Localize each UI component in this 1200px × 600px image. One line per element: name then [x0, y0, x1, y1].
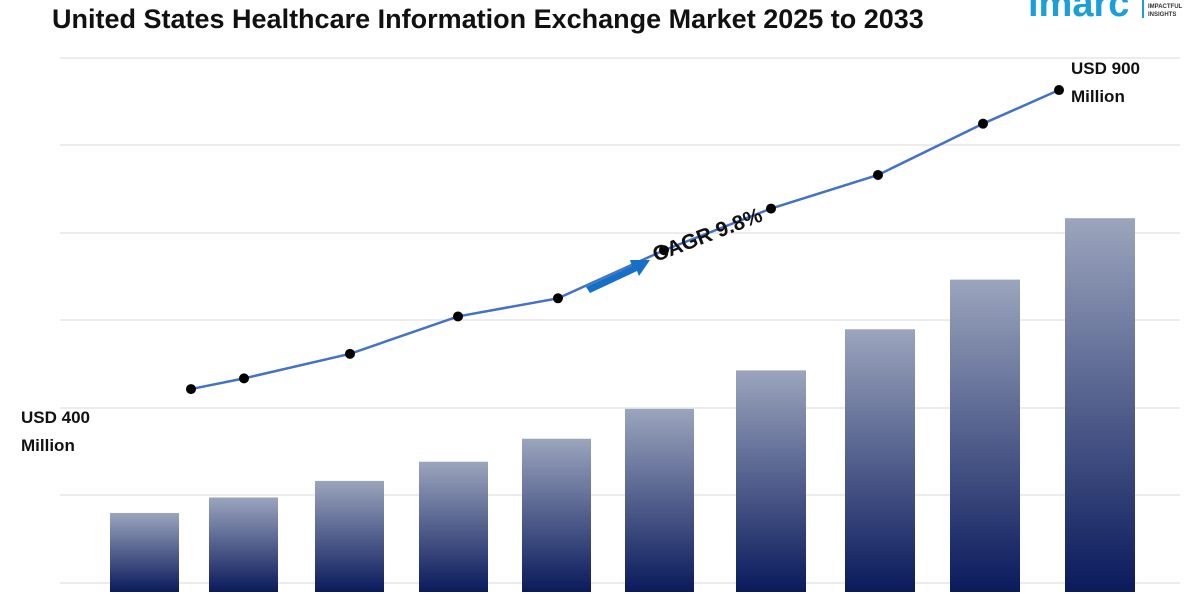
- bars: [110, 218, 1135, 592]
- start-value-line1: USD 400: [21, 408, 90, 427]
- bar: [209, 497, 278, 592]
- trend-marker: [345, 348, 355, 359]
- trend-marker: [186, 384, 196, 395]
- trend-marker: [766, 203, 776, 214]
- bar: [736, 370, 806, 592]
- chart-title: United States Healthcare Information Exc…: [52, 4, 924, 34]
- bar: [845, 329, 915, 592]
- bar: [522, 438, 591, 592]
- logo-brand: imarc: [1028, 0, 1129, 20]
- start-value-line2: Million: [21, 436, 75, 455]
- trend-marker: [1054, 85, 1064, 96]
- trend-marker: [239, 373, 249, 384]
- logo-tagline-line2: INSIGHTS: [1148, 12, 1176, 18]
- bar: [315, 480, 384, 592]
- trend-marker: [978, 118, 988, 129]
- start-value-label: USD 400 Million: [21, 404, 90, 460]
- imarc-logo: imarc IMPACTFUL INSIGHTS: [1028, 0, 1183, 20]
- end-value-line2: Million: [1071, 87, 1125, 106]
- trend-marker: [553, 293, 563, 304]
- trend-line-group: [186, 85, 1064, 395]
- logo-divider: [1142, 0, 1144, 18]
- bar: [950, 279, 1020, 592]
- cagr-annotation: CAGR 9.8%: [586, 204, 766, 293]
- trend-marker: [453, 311, 463, 322]
- cagr-label: CAGR 9.8%: [650, 204, 766, 267]
- trend-line: [190, 88, 1060, 391]
- bar: [419, 461, 488, 592]
- bar: [625, 408, 694, 592]
- trend-marker: [873, 169, 883, 180]
- trend-marker: [659, 245, 669, 256]
- cagr-arrow-icon: [586, 260, 650, 293]
- end-value-line1: USD 900: [1071, 59, 1140, 78]
- end-value-label: USD 900 Million: [1071, 55, 1140, 111]
- logo-tagline-line1: IMPACTFUL: [1148, 4, 1183, 10]
- bar: [1065, 218, 1135, 592]
- bar: [110, 512, 179, 592]
